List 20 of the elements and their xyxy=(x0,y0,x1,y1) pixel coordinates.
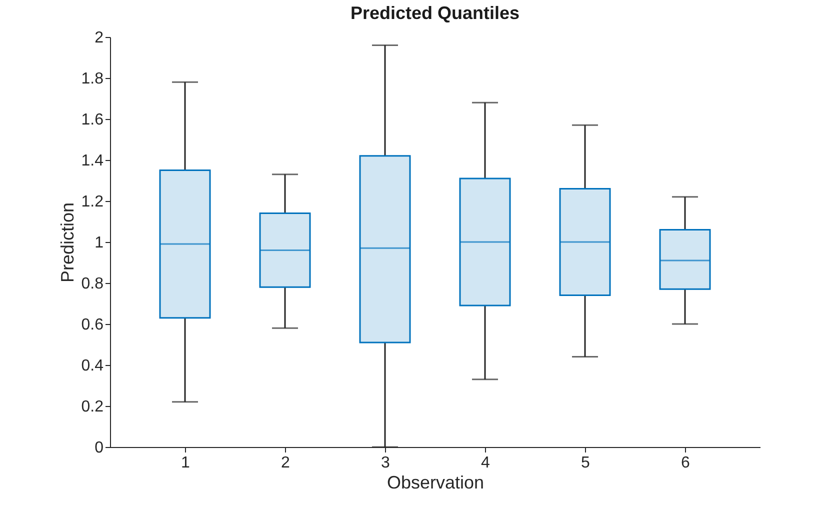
x-tick-label: 2 xyxy=(281,454,290,472)
y-tick-label: 0.6 xyxy=(81,316,104,334)
x-tick-label: 4 xyxy=(481,454,490,472)
chart-title: Predicted Quantiles xyxy=(350,3,520,23)
x-tick-label: 5 xyxy=(581,454,590,472)
y-tick-label: 2 xyxy=(94,30,104,46)
y-tick-label: 1.6 xyxy=(81,112,104,128)
y-axis-title: Prediction xyxy=(57,202,78,283)
y-tick-label: 1.4 xyxy=(81,152,104,170)
y-tick-label: 1.2 xyxy=(81,194,104,210)
x-tick-label: 3 xyxy=(381,454,390,472)
y-tick-label: 1.8 xyxy=(81,70,104,88)
x-axis-title: Observation xyxy=(386,472,484,492)
y-tick-label: 0.2 xyxy=(81,398,104,416)
y-tick-label: 0.8 xyxy=(81,276,104,292)
y-tick-label: 0 xyxy=(94,440,104,456)
y-tick-label: 1 xyxy=(94,234,104,252)
y-tick-label: 0.4 xyxy=(81,358,104,374)
x-tick-label: 6 xyxy=(681,454,690,472)
x-tick-label: 1 xyxy=(181,454,190,472)
